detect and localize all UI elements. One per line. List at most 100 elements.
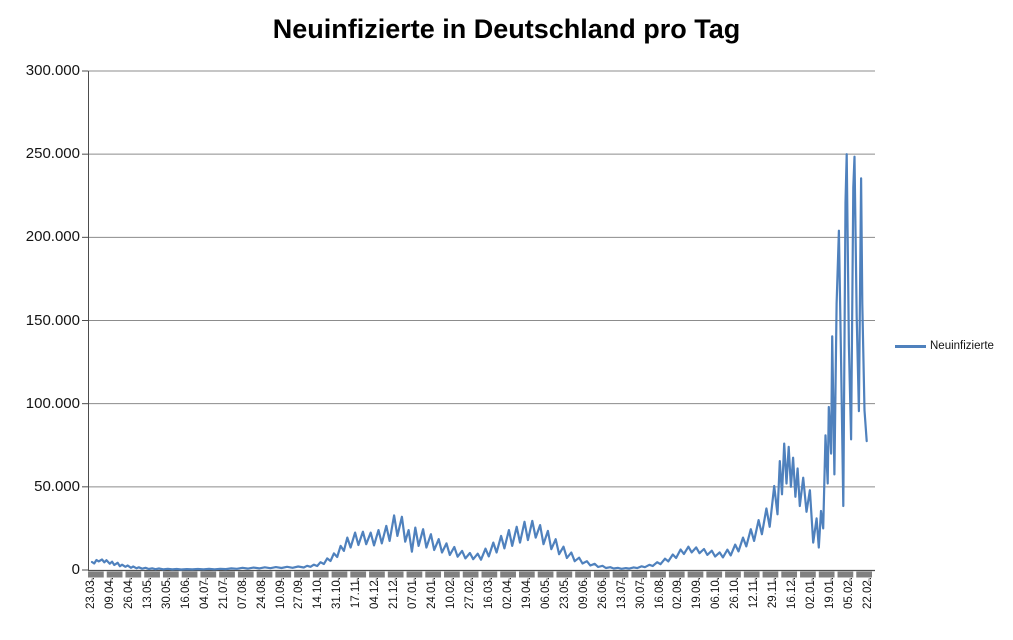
x-axis-minor-tick bbox=[451, 578, 453, 583]
x-axis-major-tick bbox=[743, 571, 760, 578]
x-axis-tick-label: 06.05. bbox=[539, 577, 552, 609]
x-axis-major-tick bbox=[818, 571, 835, 578]
x-axis-tick-label: 22.02. bbox=[861, 577, 874, 609]
x-axis-tick-label: 05.02. bbox=[843, 577, 855, 609]
x-axis-tick-label: 23.05. bbox=[558, 577, 571, 609]
x-axis-major-tick bbox=[125, 571, 142, 578]
x-axis-tick-label: 24.01. bbox=[426, 577, 439, 609]
x-axis-minor-tick bbox=[565, 578, 567, 583]
x-axis-minor-tick bbox=[697, 578, 699, 583]
x-axis-major-tick bbox=[762, 571, 779, 578]
x-axis-tick-label: 26.04. bbox=[122, 577, 135, 609]
x-axis-minor-tick bbox=[849, 578, 851, 583]
x-axis-tick-label: 26.10. bbox=[729, 577, 742, 609]
y-axis-tick-label: 200.000 bbox=[25, 228, 80, 246]
x-axis-tick-label: 27.02. bbox=[464, 577, 476, 609]
x-axis-major-tick bbox=[650, 571, 666, 578]
chart-title: Neuinfizierte in Deutschland pro Tag bbox=[272, 14, 741, 44]
x-axis-major-tick bbox=[200, 571, 217, 578]
x-axis-major-tick bbox=[631, 571, 648, 578]
x-axis-major-tick bbox=[725, 571, 741, 578]
x-axis-major-tick bbox=[331, 571, 348, 578]
x-axis-major-tick bbox=[575, 571, 591, 578]
x-axis-minor-tick bbox=[773, 578, 775, 583]
x-axis-minor-tick bbox=[129, 578, 131, 583]
x-axis-major-tick bbox=[425, 571, 442, 578]
x-axis-minor-tick bbox=[678, 578, 680, 583]
x-axis-minor-tick bbox=[527, 578, 529, 583]
x-axis-major-tick bbox=[612, 571, 629, 578]
x-axis-tick-label: 19.09. bbox=[691, 577, 704, 609]
x-axis-minor-tick bbox=[110, 578, 112, 583]
x-axis-minor-tick bbox=[792, 578, 794, 583]
x-axis-tick-label: 31.10. bbox=[331, 577, 344, 609]
y-axis-tick-label: 300.000 bbox=[25, 62, 80, 79]
x-axis-major-tick bbox=[500, 571, 516, 578]
x-axis-major-tick bbox=[537, 571, 554, 578]
x-axis-minor-tick bbox=[243, 578, 245, 583]
x-axis-tick-label: 21.12. bbox=[388, 577, 401, 609]
x-axis-tick-label: 26.06. bbox=[596, 577, 609, 609]
x-axis-major-tick bbox=[462, 571, 479, 578]
x-axis-major-tick bbox=[181, 571, 198, 578]
x-axis-minor-tick bbox=[868, 578, 870, 583]
x-axis-tick-label: 13.07. bbox=[615, 577, 628, 609]
x-axis-minor-tick bbox=[735, 578, 737, 583]
x-axis-tick-label: 10.02. bbox=[445, 577, 458, 609]
y-axis-tick-label: 150.000 bbox=[25, 311, 80, 329]
x-axis-major-tick bbox=[275, 571, 292, 578]
x-axis-minor-tick bbox=[299, 578, 301, 583]
x-axis-tick-label: 13.05. bbox=[141, 577, 154, 609]
x-axis-major-tick bbox=[406, 571, 423, 578]
x-axis-tick-label: 14.10. bbox=[312, 577, 325, 609]
x-axis-minor-tick bbox=[205, 578, 207, 583]
x-axis-tick-label: 10.09. bbox=[274, 577, 287, 609]
x-axis-minor-tick bbox=[603, 578, 605, 583]
x-axis-major-tick bbox=[88, 571, 104, 578]
x-axis-major-tick bbox=[687, 571, 704, 578]
x-axis-tick-label: 09.06. bbox=[577, 577, 590, 609]
x-axis-tick-label: 21.07. bbox=[217, 577, 230, 609]
legend: Neuinfizierte bbox=[895, 340, 994, 352]
x-axis-minor-tick bbox=[186, 578, 188, 583]
x-axis-tick-label: 09.04. bbox=[103, 577, 116, 609]
x-axis-tick-label: 04.07. bbox=[198, 577, 211, 609]
y-axis-tick-label: 100.000 bbox=[25, 394, 80, 412]
x-axis-tick-label: 16.08. bbox=[653, 577, 666, 609]
x-axis-major-tick bbox=[294, 571, 310, 578]
x-axis-tick-label: 07.01. bbox=[407, 577, 420, 609]
x-axis-minor-tick bbox=[754, 578, 756, 583]
x-axis-minor-tick bbox=[830, 578, 832, 583]
x-axis-minor-tick bbox=[470, 578, 472, 583]
x-axis-minor-tick bbox=[375, 578, 377, 583]
x-axis-minor-tick bbox=[508, 578, 510, 583]
x-axis-major-tick bbox=[800, 571, 816, 578]
x-axis-major-tick bbox=[256, 571, 273, 578]
x-axis-minor-tick bbox=[489, 578, 491, 583]
x-axis-minor-tick bbox=[91, 578, 93, 583]
x-axis-minor-tick bbox=[318, 578, 320, 583]
x-axis-major-tick bbox=[106, 571, 123, 578]
x-axis-major-tick bbox=[781, 571, 798, 578]
x-axis-minor-tick bbox=[356, 578, 358, 583]
x-axis-major-tick bbox=[350, 571, 367, 578]
x-axis-minor-tick bbox=[281, 578, 282, 583]
x-axis-major-tick bbox=[518, 571, 535, 578]
x-axis-tick-label: 24.08. bbox=[255, 577, 268, 609]
x-axis-minor-tick bbox=[394, 578, 396, 583]
x-axis-tick-label: 19.01. bbox=[824, 577, 837, 609]
x-axis-tick-label: 29.11. bbox=[767, 577, 780, 609]
x-axis-minor-tick bbox=[148, 578, 150, 583]
x-axis-minor-tick bbox=[622, 578, 624, 583]
x-axis-major-tick bbox=[856, 571, 872, 578]
x-axis-major-tick bbox=[593, 571, 610, 578]
x-axis-minor-tick bbox=[811, 578, 813, 583]
x-axis-tick-label: 04.12. bbox=[369, 577, 382, 609]
x-axis-tick-label: 16.06. bbox=[179, 577, 192, 609]
x-axis-tick-label: 12.11. bbox=[748, 577, 761, 609]
y-axis-tick-label: 50.000 bbox=[34, 477, 80, 495]
x-axis-minor-tick bbox=[660, 578, 661, 583]
x-axis-major-tick bbox=[162, 571, 179, 578]
x-axis-minor-tick bbox=[432, 578, 434, 583]
